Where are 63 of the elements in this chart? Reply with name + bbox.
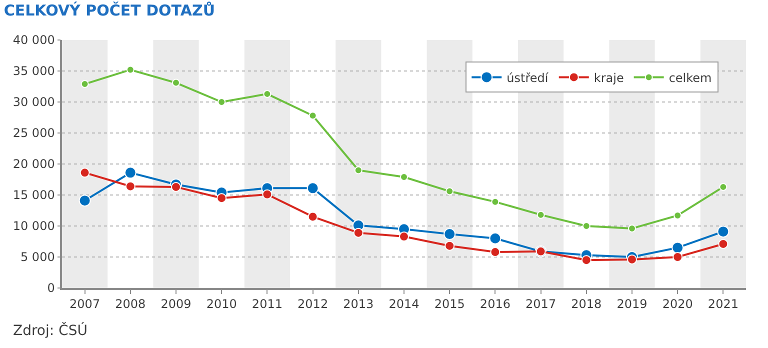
point bbox=[78, 194, 91, 207]
x-tick-label: 2012 bbox=[298, 297, 328, 312]
point bbox=[126, 66, 134, 74]
point bbox=[80, 80, 89, 88]
x-tick-label: 2011 bbox=[252, 297, 282, 312]
point bbox=[218, 98, 226, 106]
point bbox=[171, 182, 181, 192]
x-tick-label: 2009 bbox=[160, 297, 192, 312]
point bbox=[444, 228, 456, 240]
x-tick-label: 2021 bbox=[708, 297, 738, 312]
point bbox=[717, 226, 730, 238]
y-tick-label: 5 000 bbox=[20, 250, 55, 264]
point bbox=[354, 166, 362, 174]
point bbox=[353, 228, 364, 238]
point bbox=[490, 247, 500, 258]
y-tick-label: 10 000 bbox=[12, 219, 55, 234]
x-tick-label: 2010 bbox=[206, 297, 237, 312]
point bbox=[718, 238, 728, 249]
chart-title: CELKOVÝ POČET DOTAZŮ bbox=[4, 2, 216, 20]
point bbox=[536, 210, 545, 219]
point bbox=[444, 240, 455, 251]
point bbox=[581, 255, 592, 266]
x-tick-label: 2018 bbox=[571, 297, 602, 312]
x-tick-label: 2015 bbox=[434, 297, 465, 312]
point bbox=[172, 78, 180, 87]
y-tick-label: 20 000 bbox=[12, 157, 55, 172]
y-tick-label: 30 000 bbox=[12, 95, 55, 110]
x-tick-label: 2020 bbox=[662, 297, 693, 312]
point bbox=[489, 232, 502, 244]
point bbox=[216, 193, 227, 204]
point bbox=[491, 198, 500, 206]
y-tick-label: 15 000 bbox=[12, 188, 55, 202]
point bbox=[628, 224, 636, 232]
point bbox=[262, 189, 272, 200]
y-tick-label: 25 000 bbox=[12, 126, 55, 140]
point bbox=[446, 187, 454, 196]
legend-label: celkem bbox=[668, 70, 712, 85]
x-tick-label: 2016 bbox=[480, 297, 510, 312]
point bbox=[306, 182, 319, 194]
point bbox=[672, 242, 684, 254]
point bbox=[308, 212, 318, 222]
legend-label: ústředí bbox=[506, 70, 549, 85]
x-tick-label: 2007 bbox=[70, 297, 100, 312]
point bbox=[672, 252, 683, 262]
x-tick-label: 2013 bbox=[343, 297, 374, 312]
point bbox=[124, 166, 136, 179]
point bbox=[627, 254, 637, 264]
y-tick-label: 40 000 bbox=[12, 33, 55, 48]
point bbox=[719, 182, 728, 191]
y-tick-label: 0 bbox=[47, 281, 55, 296]
point bbox=[125, 181, 136, 192]
y-tick-label: 35 000 bbox=[12, 64, 55, 78]
point bbox=[80, 168, 90, 178]
point bbox=[308, 112, 317, 120]
point bbox=[263, 90, 272, 98]
legend-label: kraje bbox=[594, 70, 624, 85]
x-tick-label: 2019 bbox=[616, 297, 648, 312]
text: Zdroj: ČSÚ bbox=[13, 322, 88, 339]
point bbox=[399, 232, 409, 242]
x-tick-label: 2017 bbox=[526, 297, 556, 312]
point bbox=[582, 222, 590, 230]
x-tick-label: 2008 bbox=[115, 297, 146, 312]
x-tick-label: 2014 bbox=[388, 297, 420, 312]
